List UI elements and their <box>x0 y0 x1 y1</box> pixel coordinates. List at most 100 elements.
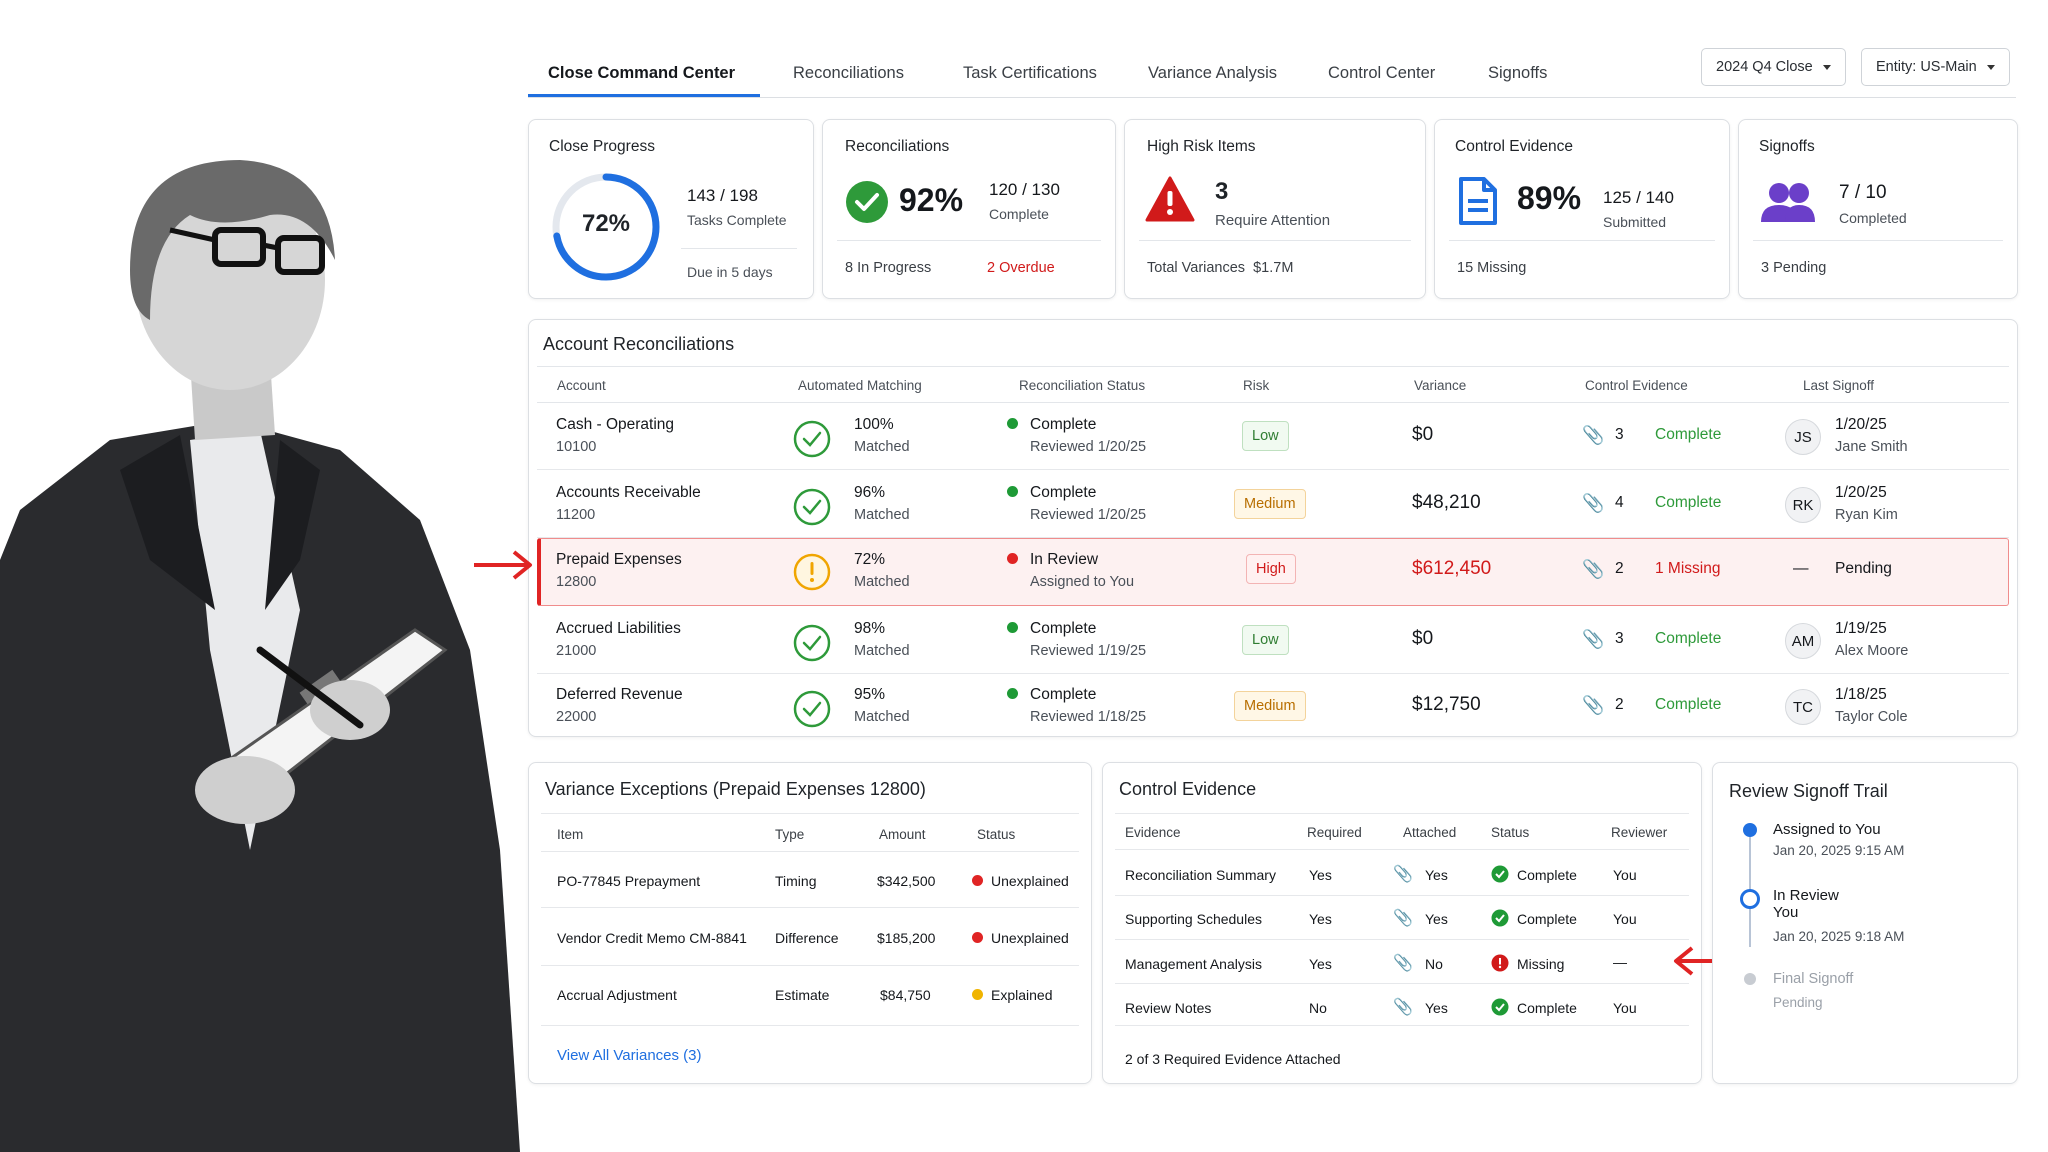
evidence-name[interactable]: Supporting Schedules <box>1125 911 1262 927</box>
evidence-required: No <box>1309 1000 1327 1016</box>
evidence-name[interactable]: Management Analysis <box>1125 956 1262 972</box>
overdue-count[interactable]: 2 Overdue <box>987 260 1055 276</box>
column-header[interactable]: Status <box>977 827 1016 842</box>
evidence-status[interactable]: Complete <box>1655 494 1722 511</box>
entity-value: Entity: US-Main <box>1876 59 1977 75</box>
in-progress-count: 8 In Progress <box>845 260 932 276</box>
tab-close-command-center[interactable]: Close Command Center <box>548 64 736 82</box>
match-cell: 98% Matched <box>854 618 910 662</box>
variance-status: Unexplained <box>972 930 1069 946</box>
divider <box>541 851 1079 852</box>
step-assignee: You <box>1773 904 1799 921</box>
kpi-high-risk[interactable]: High Risk Items 3 Require Attention Tota… <box>1124 119 1426 299</box>
kpi-control-evidence[interactable]: Control Evidence 89% 125 / 140 Submitted… <box>1434 119 1730 299</box>
variance-item[interactable]: PO-77845 Prepayment <box>557 873 701 889</box>
divider <box>1115 849 1689 850</box>
paperclip-icon[interactable]: 📎 <box>1582 695 1605 715</box>
column-header[interactable]: Control Evidence <box>1585 378 1688 393</box>
evidence-status[interactable]: Complete <box>1655 630 1722 647</box>
evidence-name[interactable]: Review Notes <box>1125 1000 1212 1016</box>
column-header[interactable]: Automated Matching <box>798 378 922 393</box>
evidence-reviewer: You <box>1613 867 1637 883</box>
status-sub: Assigned to You <box>1030 574 1135 590</box>
status-sub: Reviewed 1/20/25 <box>1030 439 1147 455</box>
check-circle-icon <box>793 624 831 662</box>
table-row[interactable]: Accounts Receivable 11200 96% Matched Comp… <box>537 472 2009 538</box>
divider <box>541 1025 1079 1026</box>
variance-type: Difference <box>775 930 839 946</box>
column-header[interactable]: Status <box>1491 825 1530 840</box>
column-header[interactable]: Reviewer <box>1611 825 1668 840</box>
variance-status-label: Explained <box>991 987 1053 1003</box>
paperclip-icon[interactable]: 📎 <box>1393 910 1413 927</box>
column-header[interactable]: Variance <box>1414 378 1467 393</box>
table-row[interactable]: Cash - Operating 10100 100% Matched Comple… <box>537 404 2009 470</box>
tab-variance-analysis[interactable]: Variance Analysis <box>1148 64 1278 82</box>
paperclip-icon[interactable]: 📎 <box>1582 493 1605 513</box>
kpi-reconciliations[interactable]: Reconciliations 92% 120 / 130 Complete 8… <box>822 119 1116 299</box>
paperclip-icon[interactable]: 📎 <box>1393 955 1413 972</box>
view-all-variances-link[interactable]: View All Variances (3) <box>557 1047 702 1064</box>
variance-item[interactable]: Vendor Credit Memo CM-8841 <box>557 930 747 946</box>
evidence-status: Complete <box>1517 1000 1577 1016</box>
variance-amount: $342,500 <box>877 873 936 889</box>
column-header[interactable]: Type <box>775 827 805 842</box>
signoff-date: Pending <box>1835 560 1892 577</box>
table-row[interactable]: Deferred Revenue 22000 95% Matched Complet… <box>537 674 2009 740</box>
table-row-highlighted[interactable]: Prepaid Expenses 12800 72% Matched In Revi… <box>537 538 2009 606</box>
column-header[interactable]: Last Signoff <box>1803 378 1875 393</box>
evidence-status[interactable]: 1 Missing <box>1655 560 1721 577</box>
account-number: 22000 <box>556 709 597 725</box>
entity-dropdown[interactable]: Entity: US-Main <box>1861 48 2010 86</box>
column-header[interactable]: Reconciliation Status <box>1019 378 1146 393</box>
account-cell: Accrued Liabilities 21000 <box>556 618 681 662</box>
account-reconciliations-panel: Account Reconciliations Account Automate… <box>528 319 2018 737</box>
tab-signoffs[interactable]: Signoffs <box>1488 64 1548 82</box>
table-row[interactable]: Accrued Liabilities 21000 98% Matched Comp… <box>537 608 2009 674</box>
signoff-cell: 1/18/25 Taylor Cole <box>1835 684 1908 728</box>
missing-count: 15 Missing <box>1457 260 1527 276</box>
evidence-status[interactable]: Complete <box>1655 426 1722 443</box>
account-cell: Prepaid Expenses 12800 <box>556 549 682 593</box>
risk-badge: Medium <box>1234 691 1306 721</box>
paperclip-icon[interactable]: 📎 <box>1582 559 1605 579</box>
risk-caption: Require Attention <box>1215 212 1331 229</box>
variance-item[interactable]: Accrual Adjustment <box>557 987 677 1003</box>
variance-amount: $0 <box>1412 628 1434 649</box>
paperclip-icon[interactable]: 📎 <box>1582 425 1605 445</box>
kpi-close-progress[interactable]: Close Progress 72% 143 / 198 Tasks Compl… <box>528 119 814 299</box>
evidence-attached: No <box>1425 956 1443 972</box>
status-label: In Review <box>1030 551 1099 568</box>
column-header[interactable]: Account <box>557 378 606 393</box>
column-header[interactable]: Amount <box>879 827 926 842</box>
variance-title-suffix: (Prepaid Expenses 12800) <box>712 779 926 799</box>
chevron-down-icon <box>1822 64 1831 70</box>
column-header[interactable]: Evidence <box>1125 825 1181 840</box>
status-cell: Complete Reviewed 1/19/25 <box>1007 618 1146 662</box>
period-dropdown[interactable]: 2024 Q4 Close <box>1701 48 1846 86</box>
tasks-fraction: 143 / 198 <box>687 186 758 205</box>
paperclip-icon[interactable]: 📎 <box>1393 866 1413 883</box>
paperclip-icon[interactable]: 📎 <box>1393 999 1413 1016</box>
column-header[interactable]: Attached <box>1403 825 1457 840</box>
tab-reconciliations[interactable]: Reconciliations <box>793 64 904 82</box>
tab-control-center[interactable]: Control Center <box>1328 64 1436 82</box>
kpi-signoffs[interactable]: Signoffs 7 / 10 Completed 3 Pending <box>1738 119 2018 299</box>
paperclip-icon[interactable]: 📎 <box>1582 629 1605 649</box>
divider <box>1753 240 2003 241</box>
evidence-name[interactable]: Reconciliation Summary <box>1125 867 1276 883</box>
status-dot <box>1007 622 1018 633</box>
evidence-status[interactable]: Complete <box>1655 696 1722 713</box>
column-header[interactable]: Item <box>557 827 584 842</box>
evidence-status: Complete <box>1517 911 1577 927</box>
column-header[interactable]: Risk <box>1243 378 1270 393</box>
match-label: Matched <box>854 709 910 725</box>
match-cell: 100% Matched <box>854 414 910 458</box>
variance-amount: $84,750 <box>880 987 931 1003</box>
recon-fraction: 120 / 130 <box>989 180 1060 199</box>
signoff-name: Alex Moore <box>1835 643 1909 659</box>
tab-task-certifications[interactable]: Task Certifications <box>963 64 1097 82</box>
column-header[interactable]: Required <box>1307 825 1362 840</box>
account-number: 11200 <box>556 507 596 523</box>
period-value: 2024 Q4 Close <box>1716 59 1813 75</box>
